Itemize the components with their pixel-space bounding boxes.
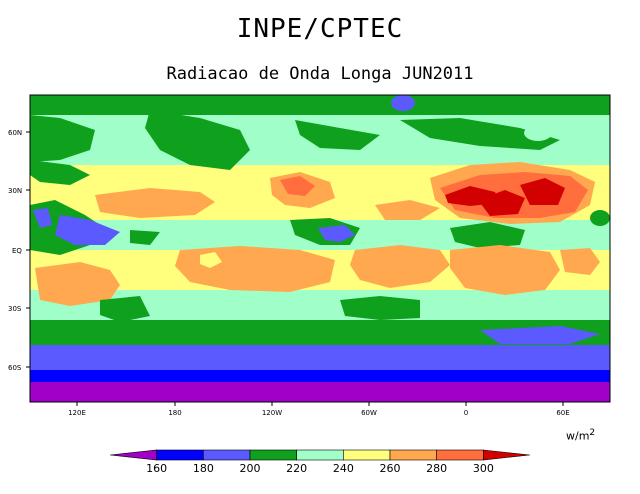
colorbar: 160 180 200 220 240 260 280 300 bbox=[109, 449, 531, 475]
colorbar-swatch bbox=[436, 449, 484, 461]
lat-tick-label: 60N bbox=[8, 129, 22, 137]
colorbar-swatch bbox=[249, 449, 297, 461]
colorbar-swatch bbox=[296, 449, 344, 461]
lat-tick-label: 60S bbox=[8, 364, 22, 372]
lon-tick-label: 120W bbox=[262, 409, 282, 417]
lat-tick-label: 30S bbox=[8, 305, 22, 313]
colorbar-label: 220 bbox=[286, 462, 307, 475]
colorbar-swatch bbox=[203, 449, 251, 461]
colorbar-label: 160 bbox=[146, 462, 167, 475]
colorbar-label: 300 bbox=[473, 462, 494, 475]
lat-tick-label: EQ bbox=[12, 247, 22, 255]
colorbar-swatch bbox=[389, 449, 437, 461]
colorbar-swatch bbox=[483, 449, 531, 461]
lat-tick-label: 30N bbox=[8, 187, 22, 195]
map-field bbox=[30, 95, 610, 402]
map-frame bbox=[29, 94, 611, 403]
lon-tick-label: 120E bbox=[68, 409, 86, 417]
colorbar-label: 260 bbox=[380, 462, 401, 475]
colorbar-swatch bbox=[343, 449, 391, 461]
colorbar-label: 180 bbox=[193, 462, 214, 475]
lon-tick-label: 0 bbox=[464, 409, 468, 417]
lon-tick-label: 180 bbox=[168, 409, 181, 417]
colorbar-label: 200 bbox=[240, 462, 261, 475]
colorbar-unit: w/m2 bbox=[566, 428, 596, 443]
page-title: INPE/CPTEC bbox=[236, 14, 404, 44]
colorbar-label: 280 bbox=[426, 462, 447, 475]
colorbar-swatch bbox=[156, 449, 204, 461]
colorbar-label: 240 bbox=[333, 462, 354, 475]
colorbar-swatch bbox=[109, 449, 157, 461]
lon-tick-label: 60W bbox=[361, 409, 377, 417]
lon-tick-label: 60E bbox=[556, 409, 569, 417]
map-subtitle: Radiacao de Onda Longa JUN2011 bbox=[166, 64, 474, 84]
